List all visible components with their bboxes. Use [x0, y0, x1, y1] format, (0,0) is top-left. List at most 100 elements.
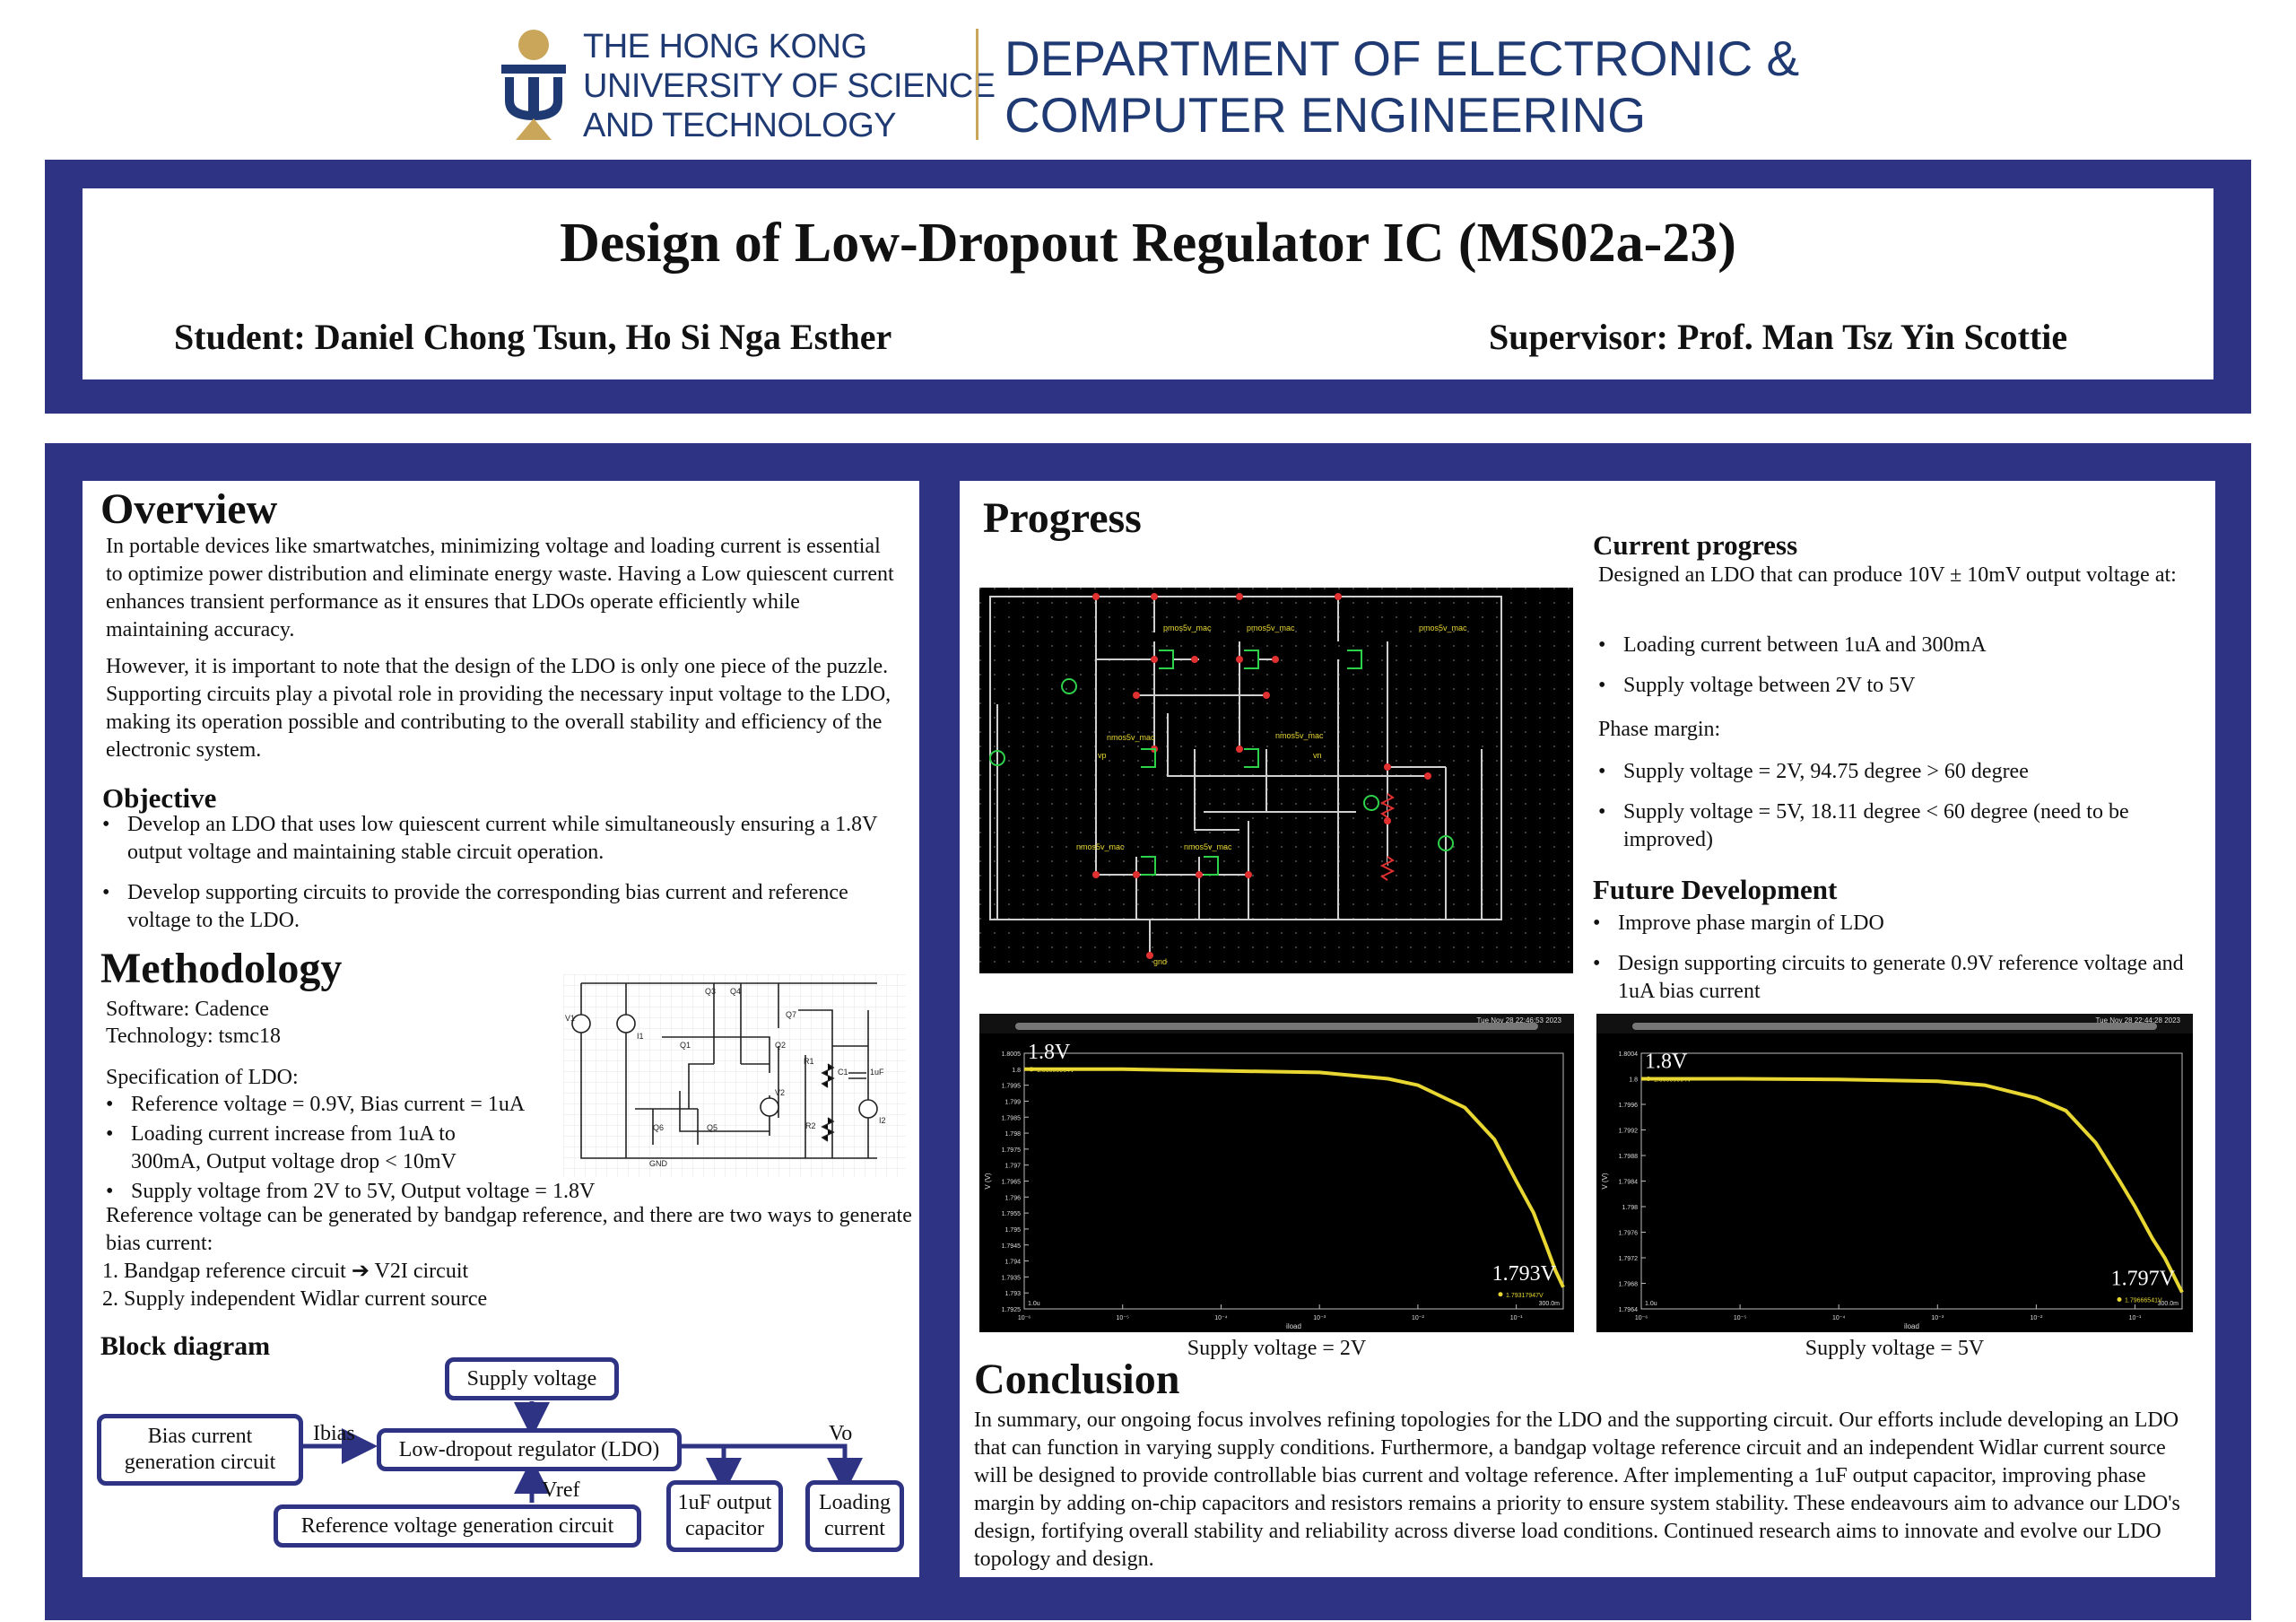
y-tick-label: 1.7964 — [1619, 1307, 1639, 1313]
y-tick-label: 1.7935 — [1002, 1275, 1022, 1281]
series-line — [1641, 1077, 2184, 1294]
chart-timestamp: Tue Nov 28 22:46:53 2023 — [1477, 1016, 1562, 1025]
chart-scrollbar — [1015, 1023, 1538, 1030]
schematic-label: Q5 — [707, 1123, 718, 1132]
x-tick-label: 10⁻³ — [1931, 1315, 1944, 1321]
list-item: Loading current between 1uA and 300mA — [1598, 632, 2190, 659]
start-value-label: 1.8V — [1645, 1051, 1688, 1074]
phase-margin-heading: Phase margin: — [1598, 718, 1721, 741]
schematic-label: Q6 — [653, 1123, 664, 1132]
marker-start-value: 1.80000004V — [1037, 1068, 1074, 1074]
chart-scrollbar — [1632, 1023, 2157, 1030]
spec-list: Reference voltage = 0.9V, Bias current =… — [106, 1091, 595, 1208]
software-line: Software: Cadence — [106, 998, 269, 1021]
schematic-label: Q1 — [680, 1041, 691, 1050]
chart-supply-5v: Tue Nov 28 22:44:28 2023 1.8004 1.8 1.7996 1… — [1596, 1014, 2193, 1332]
marker-start-dot — [1029, 1067, 1034, 1072]
objective-list: Develop an LDO that uses low quiescent c… — [102, 811, 900, 947]
ldo-schematic: pmos5v_mac pmos5v_mac pmos5v_mac nmos5v_… — [979, 588, 1573, 973]
schematic-label: nmos5v_mac — [1275, 731, 1324, 740]
x-tick-label: 10⁻⁵ — [1117, 1315, 1129, 1321]
y-tick-label: 1.8004 — [1619, 1051, 1639, 1058]
marker-end-value: 1.79666541V — [2125, 1297, 2162, 1304]
ldo-block: Low-dropout regulator (LDO) — [377, 1428, 682, 1471]
y-tick-label: 1.798 — [1622, 1205, 1638, 1211]
chart-caption: Supply voltage = 2V — [1187, 1337, 1367, 1360]
schematic-label: Q2 — [775, 1041, 786, 1050]
marker-start-value: 1.80000004V — [1654, 1077, 1692, 1084]
chart-supply-2v: Tue Nov 28 22:46:53 2023 1.8005 1.8 1.7995 1… — [979, 1014, 1574, 1332]
header-divider — [976, 29, 978, 140]
x-tick-label: 10⁻⁵ — [1734, 1315, 1746, 1321]
x-end-label: 300.0m — [2158, 1301, 2179, 1307]
supervisor-name: Supervisor: Prof. Man Tsz Yin Scottie — [1489, 317, 2068, 357]
y-tick-label: 1.8005 — [1002, 1051, 1022, 1058]
y-tick-label: 1.8 — [1629, 1077, 1638, 1084]
x-axis-label: iload — [1904, 1322, 1919, 1330]
x-tick-label: 10⁻¹ — [1510, 1315, 1523, 1321]
y-tick-label: 1.7925 — [1002, 1307, 1022, 1313]
current-progress-heading: Current progress — [1593, 529, 1798, 561]
y-tick-label: 1.7955 — [1002, 1211, 1022, 1217]
conclusion-text: In summary, our ongoing focus involves r… — [974, 1408, 2180, 1571]
schematic-label: pmos5v_mac — [1247, 624, 1295, 632]
spec-heading: Specification of LDO: — [106, 1066, 299, 1089]
y-tick-label: 1.795 — [1004, 1227, 1021, 1234]
vo-label: Vo — [829, 1422, 853, 1445]
x-tick-label: 10⁻⁴ — [1832, 1315, 1846, 1321]
y-tick-label: 1.7975 — [1002, 1147, 1022, 1154]
y-tick-label: 1.7988 — [1619, 1154, 1639, 1160]
y-tick-label: 1.7945 — [1002, 1243, 1022, 1250]
y-tick-label: 1.7996 — [1619, 1103, 1639, 1109]
schematic-label: Q3 — [705, 987, 716, 996]
loading-current-block: Loading current — [805, 1480, 904, 1552]
x-tick-label: 10⁻⁶ — [1018, 1315, 1031, 1321]
method-way: 2. Supply independent Widlar current sou… — [102, 1287, 488, 1311]
y-tick-label: 1.7976 — [1619, 1231, 1639, 1237]
y-tick-label: 1.7968 — [1619, 1282, 1639, 1288]
schematic-label: vp — [1098, 751, 1107, 760]
plot-frame — [1640, 1052, 2183, 1310]
y-tick-label: 1.798 — [1004, 1131, 1021, 1138]
current-progress-list: Loading current between 1uA and 300mA Su… — [1598, 632, 2190, 712]
schematic-label: Q4 — [730, 987, 741, 996]
overview-paragraph: In portable devices like smartwatches, m… — [106, 535, 894, 641]
chart-caption: Supply voltage = 5V — [1805, 1337, 1985, 1360]
x-tick-label: 10⁻⁴ — [1214, 1315, 1228, 1321]
progress-heading: Progress — [983, 494, 1142, 542]
schematic-label: R1 — [804, 1057, 814, 1066]
overview-heading: Overview — [100, 485, 278, 533]
list-item: Supply voltage from 2V to 5V, Output vol… — [106, 1178, 595, 1206]
y-tick-label: 1.797 — [1004, 1164, 1021, 1170]
schematic-label: nmos5v_mac — [1107, 733, 1155, 742]
technology-line: Technology: tsmc18 — [106, 1025, 281, 1048]
hkust-logo — [501, 30, 566, 140]
x-start-label: 1.0u — [1645, 1301, 1657, 1307]
student-names: Student: Daniel Chong Tsun, Ho Si Nga Es… — [174, 317, 892, 357]
end-value-label: 1.793V — [1492, 1262, 1557, 1286]
chart-timestamp: Tue Nov 28 22:44:28 2023 — [2096, 1016, 2181, 1025]
x-start-label: 1.0u — [1028, 1301, 1040, 1307]
methodology-heading: Methodology — [100, 945, 343, 992]
schematic-label: nmos5v_mac — [1076, 842, 1125, 851]
schematic-label: I2 — [879, 1116, 886, 1125]
department-name: DEPARTMENT OF ELECTRONIC & COMPUTER ENGI… — [1004, 31, 1800, 143]
y-tick-label: 1.7995 — [1002, 1084, 1022, 1090]
x-axis-label: iload — [1286, 1322, 1301, 1330]
marker-end-value: 1.79317947V — [1506, 1293, 1544, 1299]
method-way: 1. Bandgap reference circuit ➔ V2I circu… — [102, 1260, 469, 1283]
schematic-label: Q7 — [786, 1010, 796, 1019]
reference-voltage-block: Reference voltage generation circuit — [274, 1504, 641, 1548]
reference-note: Reference voltage can be generated by ba… — [106, 1204, 912, 1255]
list-item: Reference voltage = 0.9V, Bias current =… — [106, 1091, 572, 1119]
y-tick-label: 1.796 — [1004, 1195, 1021, 1201]
list-item: Develop supporting circuits to provide t… — [102, 879, 900, 935]
future-development-list: Improve phase margin of LDO Design suppo… — [1593, 910, 2203, 1018]
x-tick-label: 10⁻² — [1412, 1315, 1424, 1321]
university-name: THE HONG KONG UNIVERSITY OF SCIENCE AND … — [583, 28, 996, 144]
bias-current-block: Bias current generation circuit — [97, 1414, 303, 1486]
y-tick-label: 1.7992 — [1619, 1129, 1639, 1135]
list-item: Supply voltage between 2V to 5V — [1598, 672, 2190, 700]
schematic-label: vn — [1313, 751, 1322, 760]
schematic-label: V2 — [775, 1088, 785, 1097]
